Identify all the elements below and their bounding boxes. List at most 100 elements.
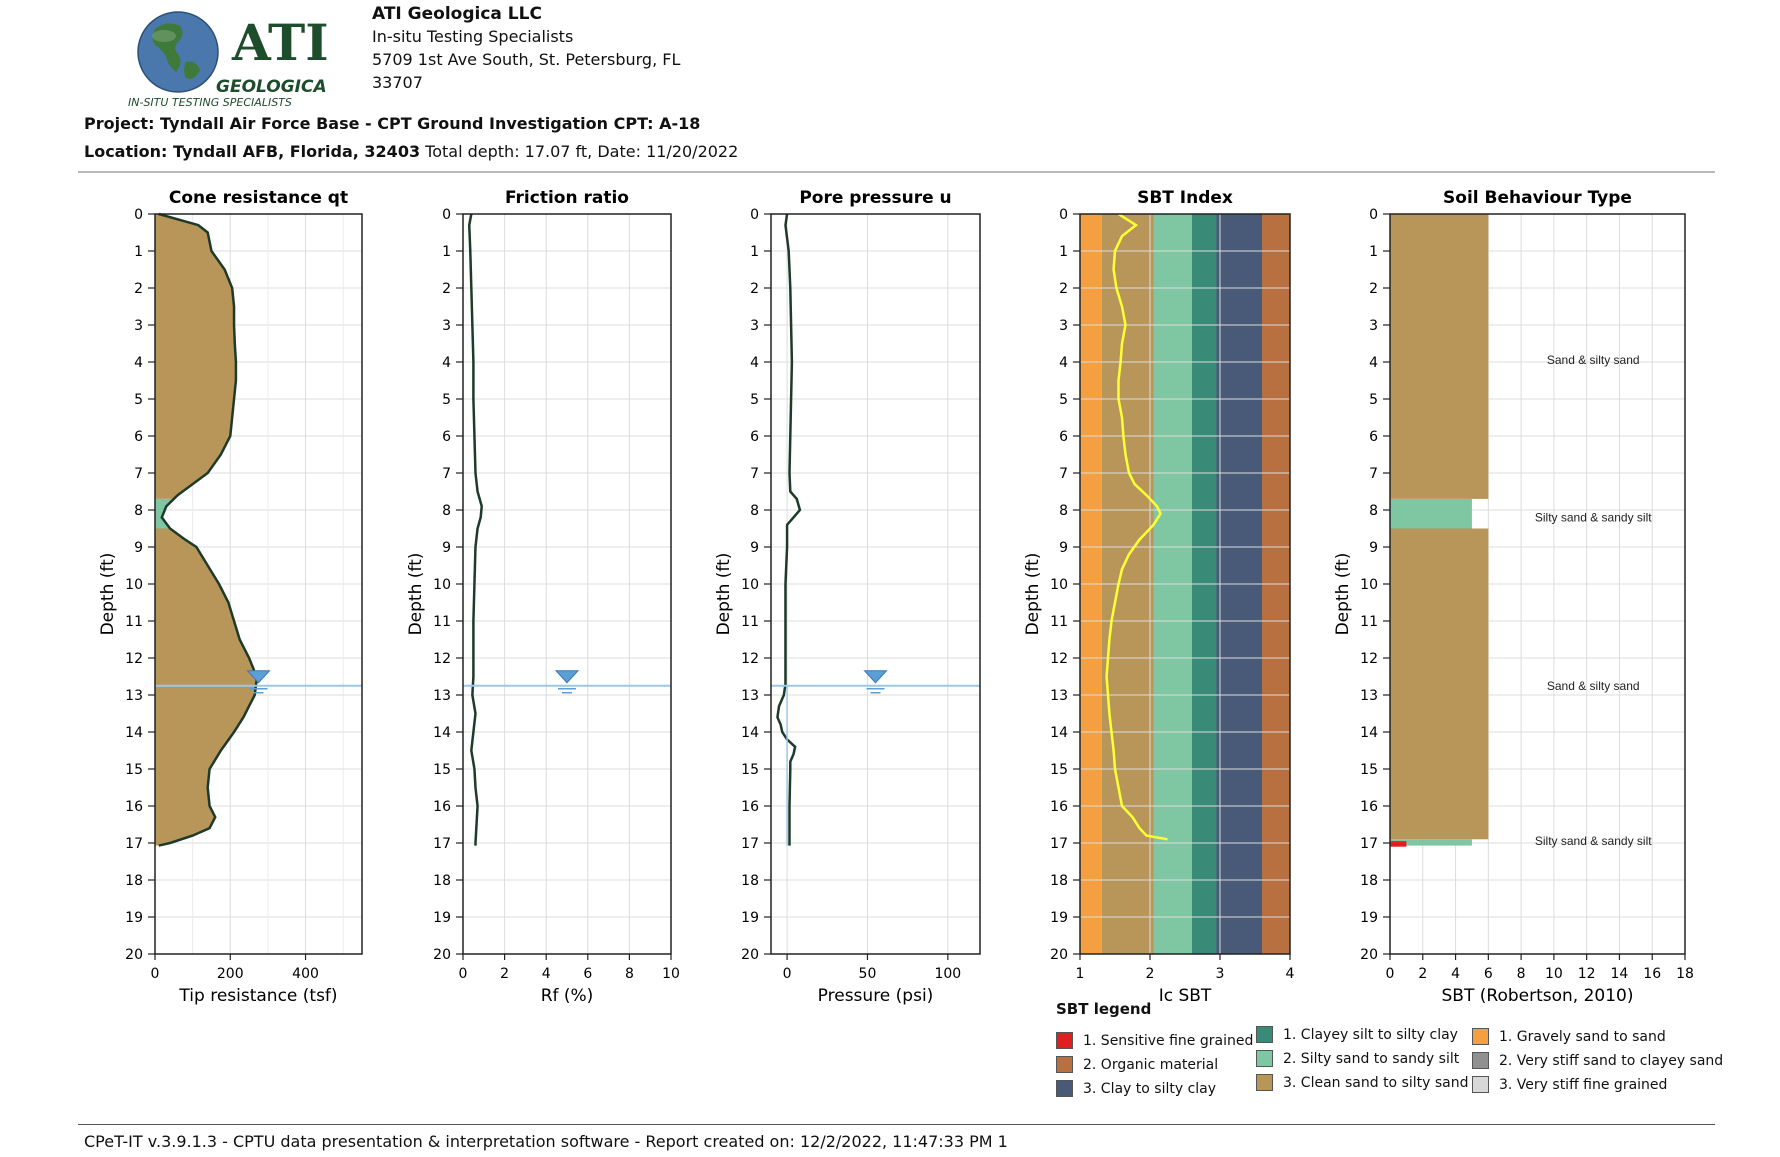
y-tick-label: 1 (1059, 244, 1068, 260)
y-tick-label: 0 (134, 207, 143, 223)
y-tick-label: 3 (750, 318, 759, 334)
y-tick-label: 3 (1369, 318, 1378, 334)
y-tick-label: 12 (1360, 651, 1378, 667)
y-tick-label: 20 (433, 947, 451, 963)
legend-label: 1. Sensitive fine grained (1083, 1032, 1254, 1049)
y-tick-label: 17 (1360, 836, 1378, 852)
y-tick-label: 12 (125, 651, 143, 667)
y-tick-label: 11 (1360, 614, 1378, 630)
y-tick-label: 5 (134, 392, 143, 408)
water-table-icon (554, 670, 580, 684)
y-tick-label: 14 (125, 725, 143, 741)
y-tick-label: 6 (1369, 429, 1378, 445)
y-tick-label: 8 (134, 503, 143, 519)
y-tick-label: 16 (1360, 799, 1378, 815)
chart-title: Pore pressure u (799, 188, 951, 208)
sbt-layer-3 (1390, 528, 1489, 840)
y-tick-label: 18 (1360, 873, 1378, 889)
legend-label: 2. Silty sand to sandy silt (1283, 1050, 1460, 1067)
y-tick-label: 4 (1369, 355, 1378, 371)
y-tick-label: 19 (1360, 910, 1378, 926)
y-tick-label: 16 (433, 799, 451, 815)
x-tick-label: 10 (662, 966, 680, 982)
y-tick-label: 4 (1059, 355, 1068, 371)
legend-item: 3. Very stiff fine grained (1472, 1076, 1667, 1093)
y-tick-label: 11 (1050, 614, 1068, 630)
y-tick-label: 13 (741, 688, 759, 704)
legend-label: 3. Clean sand to silty sand (1283, 1074, 1469, 1091)
legend-label: 1. Clayey silt to silty clay (1283, 1026, 1458, 1043)
y-tick-label: 19 (1050, 910, 1068, 926)
x-tick-label: 0 (1386, 966, 1395, 982)
y-tick-label: 5 (750, 392, 759, 408)
legend-label: 3. Clay to silty clay (1083, 1080, 1217, 1097)
grid (1079, 213, 1291, 955)
y-tick-label: 0 (1059, 207, 1068, 223)
y-tick-label: 1 (442, 244, 451, 260)
y-tick-label: 2 (1059, 281, 1068, 297)
project-line: Project: Tyndall Air Force Base - CPT Gr… (84, 114, 701, 133)
y-tick-label: 18 (1050, 873, 1068, 889)
y-tick-label: 20 (1360, 947, 1378, 963)
y-tick-label: 10 (125, 577, 143, 593)
x-tick-label: 14 (1611, 966, 1629, 982)
x-tick-label: 18 (1676, 966, 1694, 982)
y-tick-label: 18 (741, 873, 759, 889)
legend-title: SBT legend (1056, 1000, 1152, 1018)
y-tick-label: 14 (433, 725, 451, 741)
x-tick-label: 1 (1076, 966, 1085, 982)
y-tick-label: 19 (433, 910, 451, 926)
grid (462, 213, 672, 955)
legend-swatch (1056, 1080, 1073, 1097)
y-tick-label: 0 (442, 207, 451, 223)
x-tick-label: 100 (934, 966, 961, 982)
y-tick-label: 5 (1059, 392, 1068, 408)
y-tick-label: 10 (741, 577, 759, 593)
y-tick-label: 2 (1369, 281, 1378, 297)
y-tick-label: 11 (125, 614, 143, 630)
y-tick-label: 6 (750, 429, 759, 445)
legend-item: 2. Organic material (1056, 1056, 1218, 1073)
y-tick-label: 9 (1059, 540, 1068, 556)
legend-swatch (1472, 1076, 1489, 1093)
x-axis-label: SBT (Robertson, 2010) (1442, 986, 1634, 1006)
y-tick-label: 10 (1360, 577, 1378, 593)
globe-icon (137, 11, 219, 93)
y-tick-label: 15 (1360, 762, 1378, 778)
y-tick-label: 20 (1050, 947, 1068, 963)
y-tick-label: 1 (134, 244, 143, 260)
y-tick-label: 18 (125, 873, 143, 889)
legend-item: 1. Clayey silt to silty clay (1256, 1026, 1458, 1043)
company-address-line1: 5709 1st Ave South, St. Petersburg, FL (372, 50, 681, 69)
legend-label: 1. Gravely sand to sand (1499, 1028, 1666, 1045)
legend-label: 2. Very stiff sand to clayey sand (1499, 1052, 1724, 1069)
y-tick-label: 4 (442, 355, 451, 371)
x-tick-label: 400 (292, 966, 319, 982)
y-tick-label: 17 (741, 836, 759, 852)
x-axis-label: Pressure (psi) (818, 986, 934, 1006)
legend-swatch (1056, 1032, 1073, 1049)
x-tick-label: 0 (459, 966, 468, 982)
x-tick-label: 8 (625, 966, 634, 982)
y-tick-label: 4 (750, 355, 759, 371)
y-axis-label: Depth (ft) (98, 553, 118, 636)
y-tick-label: 16 (1050, 799, 1068, 815)
y-tick-label: 7 (750, 466, 759, 482)
legend-swatch (1472, 1052, 1489, 1069)
qt-band-sand (155, 528, 257, 846)
y-tick-label: 8 (1369, 503, 1378, 519)
y-tick-label: 0 (750, 207, 759, 223)
x-tick-label: 4 (1451, 966, 1460, 982)
y-tick-label: 7 (1059, 466, 1068, 482)
legend-item: 1. Sensitive fine grained (1056, 1032, 1253, 1049)
legend-swatch (1256, 1050, 1273, 1067)
legend-item: 3. Clay to silty clay (1056, 1080, 1216, 1097)
legend-swatch (1256, 1074, 1273, 1091)
y-tick-label: 5 (1369, 392, 1378, 408)
sbt-layer-4 (1390, 839, 1472, 846)
y-tick-label: 2 (442, 281, 451, 297)
